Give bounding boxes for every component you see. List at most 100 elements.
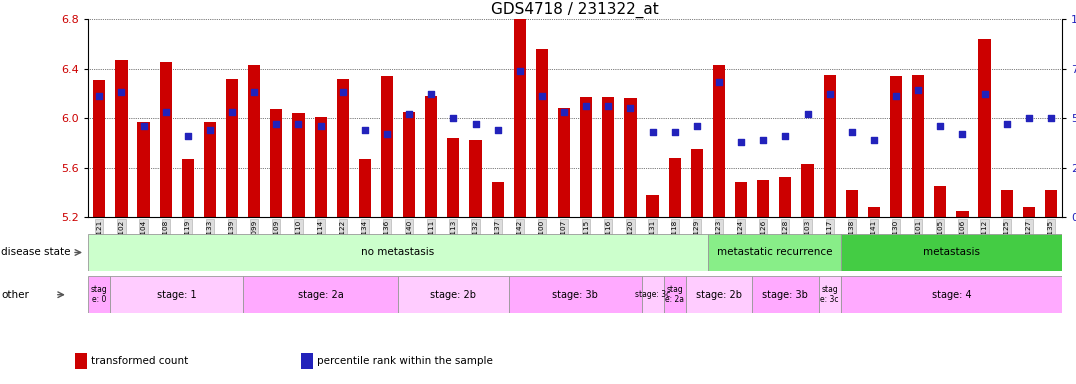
Point <box>976 91 993 98</box>
Point <box>599 103 617 109</box>
Point <box>245 89 263 96</box>
Bar <box>249 65 260 217</box>
Point <box>1020 115 1037 121</box>
Point <box>113 89 130 96</box>
Point <box>490 127 507 133</box>
Bar <box>159 63 172 217</box>
Point <box>379 131 396 137</box>
Bar <box>846 190 858 217</box>
Bar <box>293 113 305 217</box>
Bar <box>1022 207 1035 217</box>
Bar <box>358 159 371 217</box>
Bar <box>226 79 238 217</box>
Bar <box>580 97 592 217</box>
Text: percentile rank within the sample: percentile rank within the sample <box>317 356 493 366</box>
Point <box>932 123 949 129</box>
Point <box>356 127 373 133</box>
Bar <box>1001 190 1013 217</box>
Point <box>400 111 417 117</box>
Bar <box>425 96 437 217</box>
Bar <box>115 60 128 217</box>
Text: transformed count: transformed count <box>91 356 188 366</box>
Point <box>643 129 661 135</box>
Bar <box>94 80 105 217</box>
Bar <box>469 140 482 217</box>
Text: stage: 3b: stage: 3b <box>763 290 808 300</box>
Text: stage: 3c: stage: 3c <box>635 290 670 299</box>
Point <box>689 123 706 129</box>
Point <box>953 131 971 137</box>
Title: GDS4718 / 231322_at: GDS4718 / 231322_at <box>492 2 659 18</box>
Text: stag
e: 2a: stag e: 2a <box>665 285 684 305</box>
Point <box>157 109 174 115</box>
Bar <box>840 276 1062 313</box>
Bar <box>641 276 664 313</box>
Bar <box>1045 190 1057 217</box>
Text: stage: 2b: stage: 2b <box>696 290 742 300</box>
Bar <box>779 177 792 217</box>
Bar <box>708 234 840 271</box>
Bar <box>203 122 216 217</box>
Point <box>134 123 152 129</box>
Point <box>578 103 595 109</box>
Text: stag
e: 3c: stag e: 3c <box>820 285 839 305</box>
Bar <box>957 211 968 217</box>
Bar <box>823 75 836 217</box>
Bar <box>381 76 393 217</box>
Bar <box>88 276 111 313</box>
Text: no metastasis: no metastasis <box>362 247 435 258</box>
Point <box>444 115 462 121</box>
Bar <box>337 79 349 217</box>
Bar <box>912 75 924 217</box>
Bar <box>138 122 150 217</box>
Point <box>666 129 683 135</box>
Text: stage: 4: stage: 4 <box>932 290 972 300</box>
Point <box>733 139 750 145</box>
Text: stage: 2b: stage: 2b <box>430 290 477 300</box>
Point <box>201 127 218 133</box>
Bar <box>685 276 752 313</box>
Bar <box>668 158 681 217</box>
Bar <box>890 76 902 217</box>
Point <box>180 133 197 139</box>
Bar <box>182 159 194 217</box>
Bar <box>664 276 685 313</box>
Point <box>888 93 905 99</box>
Bar <box>713 65 725 217</box>
Text: disease state: disease state <box>1 247 71 258</box>
Bar <box>840 234 1062 271</box>
Bar <box>509 276 641 313</box>
Bar <box>758 180 769 217</box>
Point <box>224 109 241 115</box>
Bar <box>558 108 570 217</box>
Bar <box>735 182 747 217</box>
Text: metastasis: metastasis <box>923 247 980 258</box>
Point <box>710 79 727 86</box>
Bar <box>934 186 947 217</box>
Text: stage: 3b: stage: 3b <box>552 290 598 300</box>
Point <box>312 123 329 129</box>
Bar <box>314 117 327 217</box>
Point <box>511 68 528 74</box>
Point <box>335 89 352 96</box>
Point <box>622 105 639 111</box>
Text: other: other <box>1 290 29 300</box>
Bar <box>448 138 459 217</box>
Point <box>777 133 794 139</box>
Point <box>999 121 1016 127</box>
Text: metastatic recurrence: metastatic recurrence <box>717 247 832 258</box>
Text: stage: 2a: stage: 2a <box>298 290 343 300</box>
Point <box>268 121 285 127</box>
Point <box>798 111 816 117</box>
Bar <box>624 98 637 217</box>
Bar <box>111 276 243 313</box>
Bar <box>819 276 840 313</box>
Text: stage: 1: stage: 1 <box>157 290 197 300</box>
Bar <box>492 182 504 217</box>
Point <box>467 121 484 127</box>
Bar <box>243 276 398 313</box>
Text: stag
e: 0: stag e: 0 <box>91 285 108 305</box>
Bar <box>88 234 708 271</box>
Point <box>555 109 572 115</box>
Point <box>289 121 307 127</box>
